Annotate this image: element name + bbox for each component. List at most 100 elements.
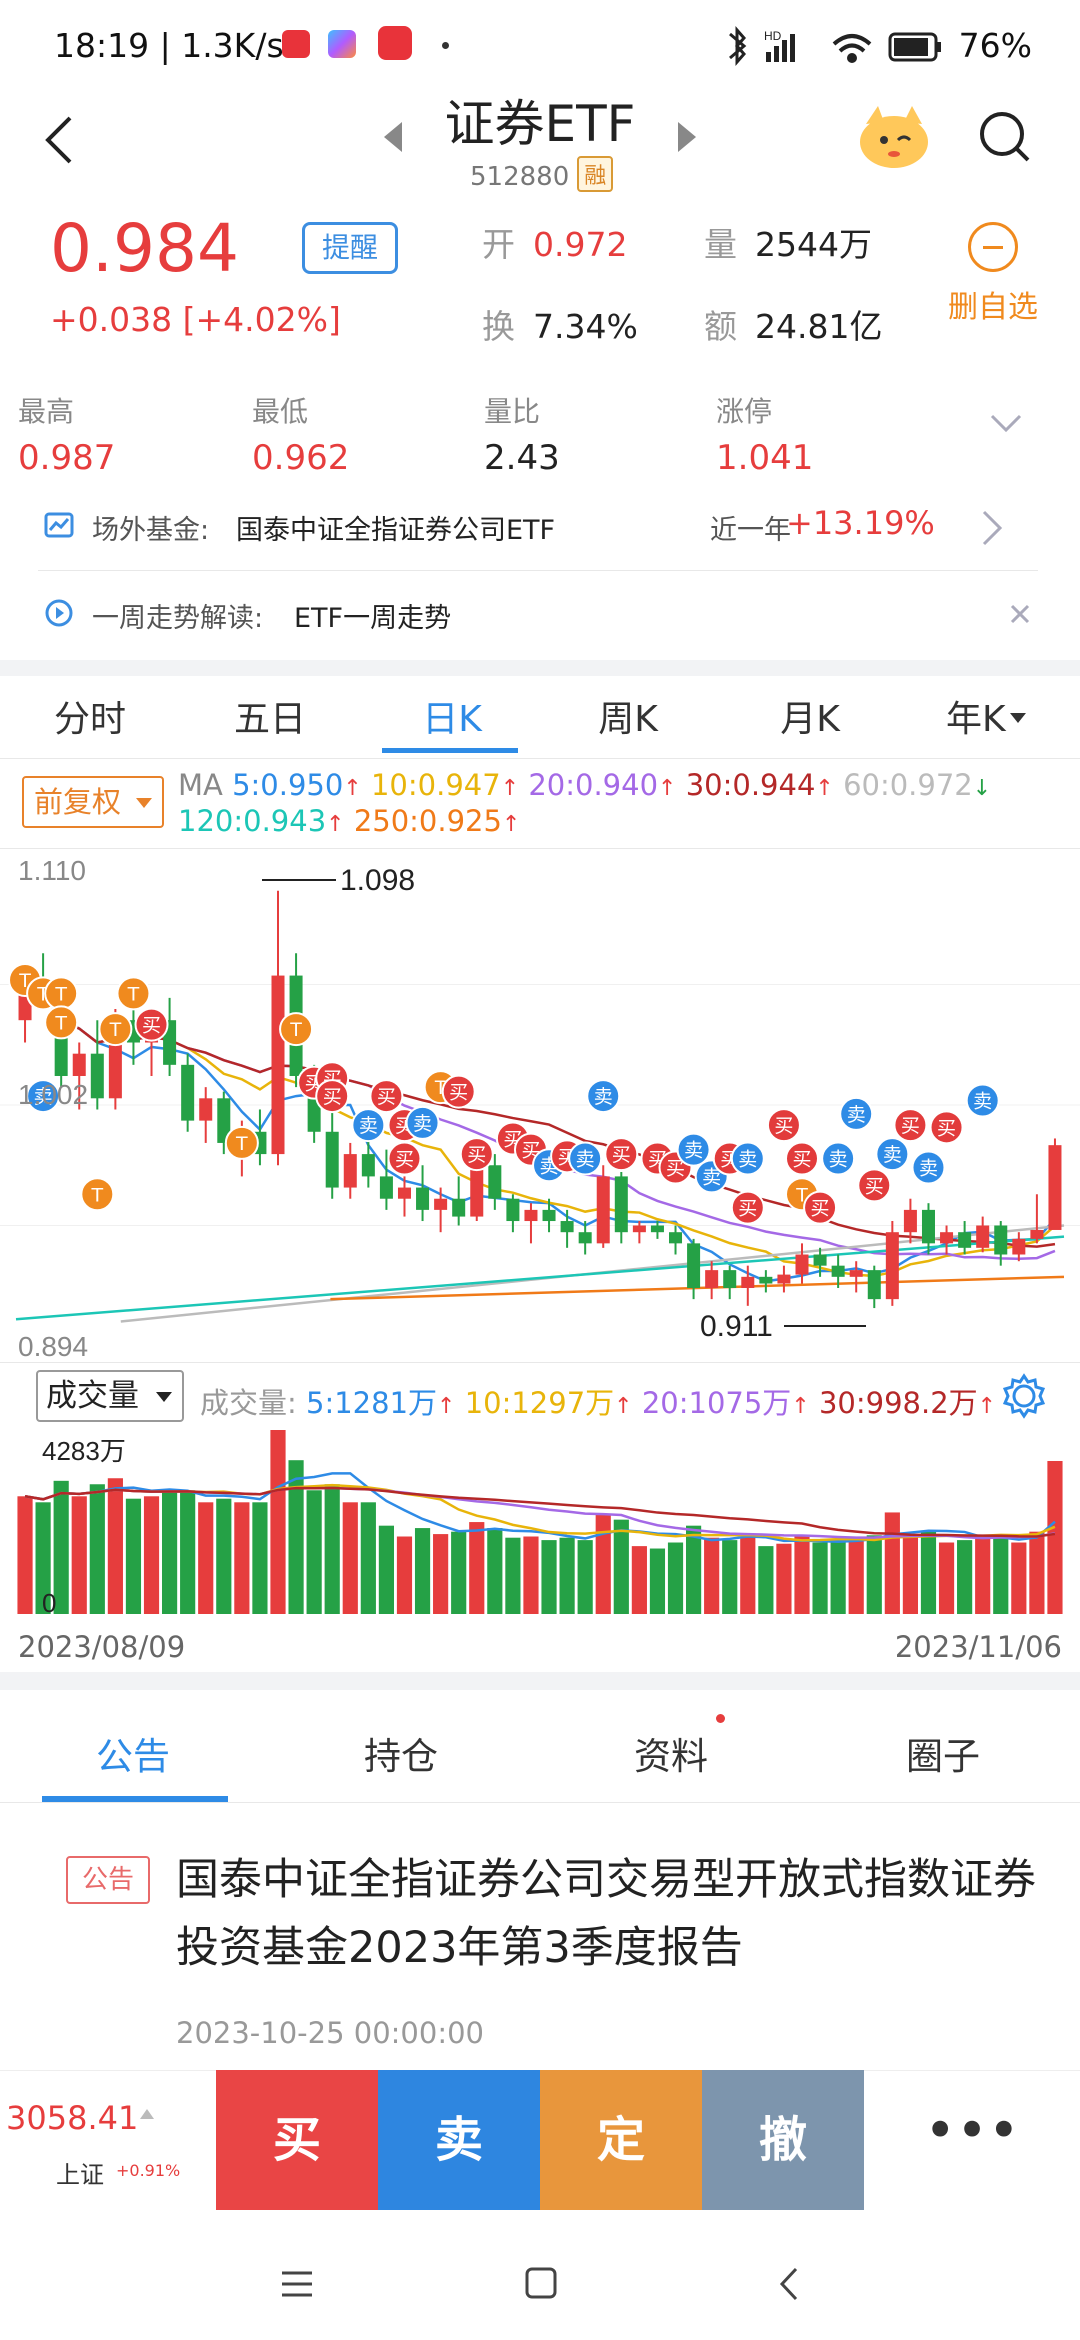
buy-signal-marker[interactable] bbox=[387, 1141, 422, 1176]
weekly-trend-row[interactable]: 一周走势解读: ETF一周走势 bbox=[38, 596, 1038, 636]
tab-daily-k[interactable]: 日K bbox=[422, 699, 482, 740]
price-change: +0.038 [+4.02%] bbox=[50, 300, 341, 339]
t-signal-marker[interactable] bbox=[116, 976, 151, 1011]
search-icon[interactable] bbox=[976, 108, 1034, 166]
buy-signal-marker[interactable] bbox=[134, 1007, 169, 1042]
t-signal-marker[interactable] bbox=[224, 1125, 259, 1160]
volume-bar bbox=[685, 1525, 702, 1614]
next-stock-icon[interactable] bbox=[674, 120, 700, 154]
tab-intraday[interactable]: 分时 bbox=[53, 699, 126, 740]
announcement-title[interactable]: 国泰中证全指证券公司交易型开放式指数证券投资基金2023年第3季度报告 bbox=[176, 1855, 1036, 1973]
buy-signal-marker[interactable] bbox=[730, 1190, 765, 1225]
candlestick-chart[interactable]: TTTTTT买卖TTT买买买卖买买买卖T买买买买卖买卖卖买买买卖卖买卖买买T买买… bbox=[0, 850, 1080, 1360]
stat-value: 0.987 bbox=[18, 438, 116, 478]
t-signal-marker[interactable] bbox=[98, 1012, 133, 1047]
tab-yearly-k[interactable]: 年K bbox=[946, 690, 1032, 742]
otc-fund-row[interactable]: 场外基金: 国泰中证全指证券公司ETF 近一年 +13.19% bbox=[38, 504, 1038, 548]
prev-stock-icon[interactable] bbox=[380, 120, 406, 154]
candle-body bbox=[921, 1209, 935, 1244]
ma-title: MA bbox=[178, 768, 223, 802]
signal-label: T bbox=[91, 1184, 104, 1206]
signal-label: 买 bbox=[142, 1015, 161, 1037]
sell-signal-marker[interactable] bbox=[839, 1096, 874, 1131]
vol10-value: 10:1297万 bbox=[464, 1386, 615, 1420]
adjust-selector[interactable]: 前复权 bbox=[22, 776, 164, 828]
volume-selector[interactable]: 成交量 bbox=[36, 1370, 184, 1422]
volume-max-label: 4283万 bbox=[42, 1436, 126, 1466]
volume-bar bbox=[216, 1498, 232, 1614]
buy-signal-marker[interactable] bbox=[441, 1074, 476, 1109]
battery-level: 76% bbox=[958, 26, 1032, 65]
signal-icon bbox=[766, 34, 795, 62]
buy-signal-marker[interactable] bbox=[604, 1137, 639, 1172]
buy-signal-marker[interactable] bbox=[929, 1110, 964, 1145]
tab-announcements[interactable]: 公告 bbox=[96, 1735, 170, 1778]
t-signal-marker[interactable] bbox=[44, 1005, 79, 1040]
sell-signal-marker[interactable] bbox=[405, 1105, 440, 1140]
sell-signal-marker[interactable] bbox=[730, 1141, 765, 1176]
nav-back-icon[interactable] bbox=[778, 2266, 800, 2302]
tab-weekly-k[interactable]: 周K bbox=[598, 699, 658, 740]
current-price: 0.984 bbox=[50, 210, 239, 287]
sell-signal-marker[interactable] bbox=[875, 1137, 910, 1172]
volume-chart[interactable]: 4283万 0 bbox=[0, 1426, 1080, 1616]
cancel-order-button[interactable]: 撤 bbox=[702, 2070, 864, 2210]
volume-bar bbox=[234, 1502, 250, 1614]
sell-signal-marker[interactable] bbox=[911, 1150, 946, 1185]
buy-signal-marker[interactable] bbox=[459, 1137, 494, 1172]
remind-button[interactable]: 提醒 bbox=[302, 222, 398, 274]
expand-chevron-icon[interactable] bbox=[988, 412, 1024, 436]
signal-label: 买 bbox=[774, 1115, 793, 1137]
tab-monthly-k[interactable]: 月K bbox=[780, 699, 840, 740]
index-quote[interactable]: 3058.41 上证 +0.91% bbox=[0, 2070, 216, 2210]
sell-button[interactable]: 卖 bbox=[378, 2070, 540, 2210]
open-value: 0.972 bbox=[533, 225, 628, 264]
ma30-value: 30:0.944 bbox=[685, 768, 816, 802]
more-button[interactable]: ••• bbox=[864, 2070, 1080, 2210]
sell-signal-marker[interactable] bbox=[351, 1108, 386, 1143]
t-signal-marker[interactable] bbox=[279, 1012, 314, 1047]
buy-button[interactable]: 买 bbox=[216, 2070, 378, 2210]
sell-signal-marker[interactable] bbox=[586, 1079, 621, 1114]
stat-low: 最低 0.962 bbox=[252, 390, 349, 478]
mascot-icon[interactable] bbox=[856, 104, 932, 170]
t-signal-marker[interactable] bbox=[80, 1177, 115, 1212]
tab-holdings[interactable]: 持仓 bbox=[364, 1735, 438, 1778]
tab-community[interactable]: 圈子 bbox=[906, 1735, 980, 1778]
limit-order-button[interactable]: 定 bbox=[540, 2070, 702, 2210]
home-icon[interactable] bbox=[524, 2266, 558, 2300]
buy-signal-marker[interactable] bbox=[803, 1190, 838, 1225]
signal-label: 卖 bbox=[34, 1086, 53, 1108]
tab-profile[interactable]: 资料 bbox=[634, 1735, 708, 1778]
sell-signal-marker[interactable] bbox=[821, 1141, 856, 1176]
back-icon[interactable] bbox=[40, 112, 80, 168]
signal-label: 买 bbox=[612, 1144, 631, 1166]
buy-signal-marker[interactable] bbox=[766, 1108, 801, 1143]
signal-label: T bbox=[54, 1012, 67, 1034]
candle-body bbox=[578, 1232, 592, 1244]
candle-body bbox=[542, 1209, 556, 1222]
volume-bar bbox=[342, 1502, 358, 1614]
volume-value: 2544万 bbox=[755, 225, 872, 264]
signal-label: 买 bbox=[811, 1198, 830, 1220]
volume-bar bbox=[631, 1546, 647, 1614]
settings-gear-icon[interactable] bbox=[1000, 1372, 1048, 1420]
tab-five-day[interactable]: 五日 bbox=[233, 699, 306, 740]
buy-signal-marker[interactable] bbox=[893, 1108, 928, 1143]
buy-signal-marker[interactable] bbox=[369, 1079, 404, 1114]
sell-signal-marker[interactable] bbox=[676, 1132, 711, 1167]
app-notification-icon bbox=[282, 30, 310, 58]
close-icon[interactable] bbox=[1008, 602, 1032, 626]
volume-bar bbox=[71, 1496, 87, 1614]
candle-body bbox=[759, 1276, 773, 1284]
sell-signal-marker[interactable] bbox=[26, 1079, 61, 1114]
buy-signal-marker[interactable] bbox=[857, 1168, 892, 1203]
sell-signal-marker[interactable] bbox=[965, 1083, 1000, 1118]
signal-label: 卖 bbox=[738, 1149, 757, 1171]
buy-signal-marker[interactable] bbox=[315, 1079, 350, 1114]
sell-signal-marker[interactable] bbox=[568, 1141, 603, 1176]
menu-icon[interactable] bbox=[280, 2270, 314, 2298]
remove-watchlist-button[interactable]: 删自选 bbox=[928, 222, 1058, 326]
buy-signal-marker[interactable] bbox=[785, 1141, 819, 1176]
candle-body bbox=[1048, 1145, 1062, 1230]
